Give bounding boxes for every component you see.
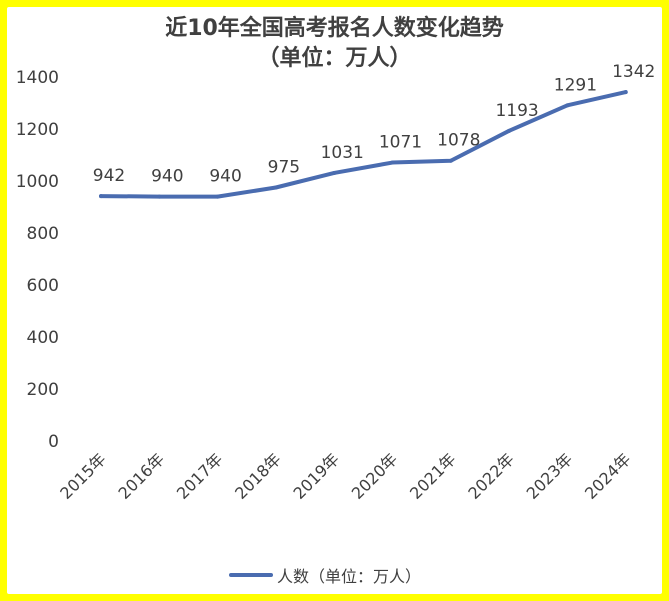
series-layer [99, 90, 628, 199]
data-label: 1031 [321, 143, 364, 163]
data-point [332, 170, 337, 175]
x-tick-label: 2018年 [231, 449, 285, 503]
y-tick-label: 200 [27, 380, 59, 400]
x-tick-label: 2015年 [56, 449, 110, 503]
data-labels: 942 940 940 975 1031 1071 1078 1193 1291 1342 [93, 62, 656, 187]
y-tick-label: 600 [27, 276, 59, 296]
x-tick-label: 2020年 [348, 449, 402, 503]
data-point [565, 103, 570, 108]
data-label: 940 [151, 167, 183, 187]
x-tick-label: 2017年 [173, 449, 227, 503]
data-point [273, 185, 278, 190]
data-label: 1291 [554, 75, 597, 95]
data-point [390, 160, 395, 165]
y-tick-label: 1000 [16, 172, 59, 192]
x-tick-label: 2021年 [406, 449, 460, 503]
data-label: 1071 [379, 133, 422, 153]
x-tick-label: 2019年 [289, 449, 343, 503]
x-axis-ticks: 2015年 2016年 2017年 2018年 2019年 2020年 2021年 2022年… [56, 449, 634, 503]
data-point [99, 194, 103, 199]
data-label: 1342 [612, 62, 655, 82]
series-line [99, 90, 628, 199]
data-point [215, 194, 220, 199]
y-tick-label: 1400 [16, 68, 59, 88]
chart-panel [7, 7, 662, 594]
data-label: 1193 [495, 101, 538, 121]
y-axis-ticks: 0 200 400 600 800 1000 1200 1400 [16, 68, 59, 452]
data-point [157, 194, 162, 199]
x-tick-label: 2024年 [581, 449, 635, 503]
y-tick-label: 1200 [16, 120, 59, 140]
data-point [623, 90, 628, 95]
data-label: 975 [268, 158, 300, 178]
data-label: 1078 [437, 131, 480, 151]
x-tick-label: 2022年 [464, 449, 518, 503]
x-tick-label: 2023年 [523, 449, 577, 503]
chart-title: 近10年全国高考报名人数变化趋势 [165, 16, 504, 41]
chart-subtitle: （单位：万人） [257, 46, 412, 71]
data-label: 940 [209, 167, 241, 187]
data-point [507, 128, 512, 133]
x-tick-label: 2016年 [115, 449, 169, 503]
y-tick-label: 400 [27, 328, 59, 348]
legend-line-swatch [229, 573, 273, 577]
data-label: 942 [93, 166, 125, 186]
y-tick-label: 0 [48, 432, 59, 452]
legend-label: 人数（单位：万人） [277, 567, 422, 586]
chart-legend: 人数（单位：万人） [229, 563, 421, 587]
data-point [448, 158, 453, 163]
y-tick-label: 800 [27, 224, 59, 244]
